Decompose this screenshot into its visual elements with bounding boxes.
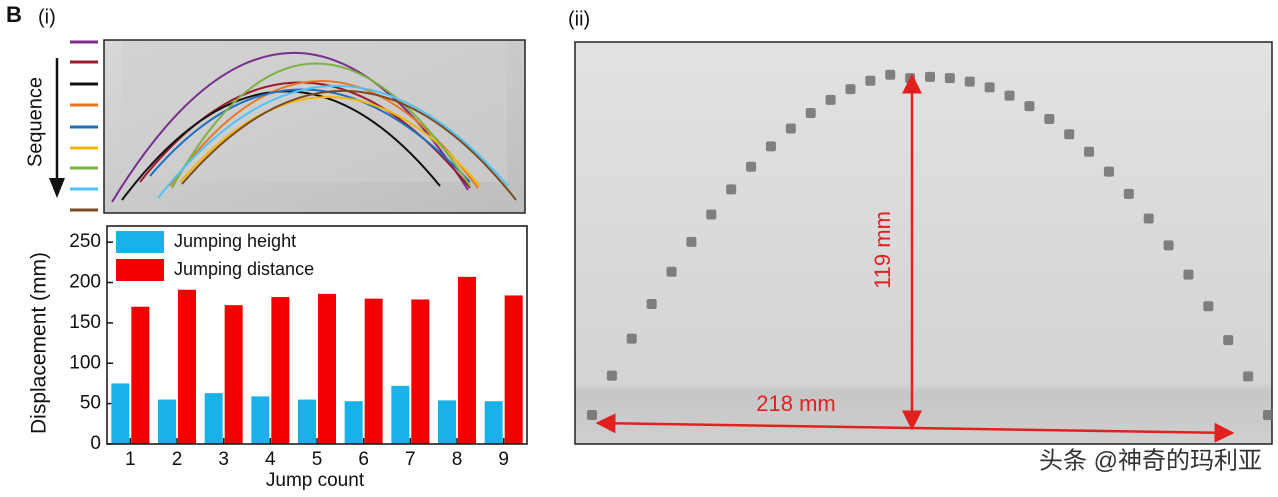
- watermark: 头条 @神奇的玛利亚: [1039, 447, 1262, 474]
- robot-dot: [746, 161, 757, 172]
- x-tick-label: 9: [498, 449, 509, 470]
- photo-ii: [574, 41, 1273, 445]
- y-tick-label: 250: [69, 231, 101, 252]
- x-tick-label: 2: [172, 449, 183, 470]
- robot-dot: [1123, 188, 1134, 199]
- bar: [318, 293, 336, 444]
- robot-dot: [785, 123, 796, 134]
- robot-dot: [765, 141, 776, 152]
- robot-dot: [944, 73, 955, 84]
- plot-frame: [106, 225, 528, 445]
- robot-dot: [885, 69, 896, 80]
- robot-dot: [1243, 371, 1254, 382]
- y-axis-label: Displacement (mm): [28, 252, 51, 434]
- bar-chart: 0 50 100 150 200 250 1 2 3 4 5 6 7 8 9 Jump count Displa…: [28, 225, 528, 491]
- bar: [438, 400, 456, 444]
- robot-dot: [1143, 213, 1154, 224]
- robot-dot: [587, 410, 597, 420]
- bar: [391, 385, 410, 444]
- robot-dot: [1263, 410, 1273, 420]
- legend-label: Jumping distance: [174, 259, 314, 279]
- legend-label: Jumping height: [174, 231, 296, 251]
- bar: [224, 305, 243, 444]
- robot-dot: [1183, 269, 1194, 280]
- legend-swatch: [116, 259, 164, 281]
- bar: [298, 399, 316, 444]
- x-tick-label: 8: [452, 449, 463, 470]
- bar: [411, 299, 430, 444]
- x-tick-label: 5: [312, 449, 323, 470]
- distance-arrow: [595, 413, 1235, 443]
- robot-dot: [845, 84, 856, 95]
- robot-dot: [626, 333, 637, 344]
- x-tick-label: 7: [405, 449, 416, 470]
- robot-dot: [865, 75, 876, 86]
- bar: [251, 396, 270, 444]
- y-tick-label: 50: [80, 393, 101, 414]
- sub-label: (ii): [568, 8, 590, 30]
- bar: [111, 383, 130, 444]
- bar: [504, 295, 523, 444]
- photo-i: [103, 39, 526, 214]
- robot-dot: [925, 71, 935, 82]
- y-tick-label: 150: [69, 312, 101, 333]
- robot-dot: [606, 370, 617, 381]
- sequence-label: Sequence: [24, 77, 46, 167]
- robot-dot: [1024, 101, 1035, 112]
- robot-dot: [686, 236, 697, 247]
- sequence-key: [49, 40, 98, 212]
- bar: [204, 393, 223, 444]
- x-tick-label: 1: [125, 449, 136, 470]
- robot-dot: [666, 266, 677, 277]
- robot-dot: [1163, 240, 1174, 251]
- robot-dot: [1004, 90, 1015, 101]
- x-axis-label: Jump count: [266, 470, 365, 491]
- robot-dot: [1203, 301, 1214, 312]
- robot-dot: [825, 94, 836, 105]
- robot-dot: [646, 298, 657, 309]
- robot-dot: [964, 76, 975, 87]
- bar: [178, 289, 196, 444]
- x-tick-label: 6: [358, 449, 369, 470]
- bar: [131, 306, 150, 444]
- robot-dot: [1084, 146, 1095, 157]
- robot-dot: [1103, 166, 1114, 177]
- robot-dot: [706, 209, 717, 220]
- bar: [364, 298, 383, 444]
- y-tick-label: 200: [69, 272, 101, 293]
- robot-dot: [726, 184, 737, 195]
- legend-swatch: [116, 231, 164, 253]
- bar: [271, 297, 290, 444]
- panel-label: B: [6, 2, 22, 27]
- robot-dot: [905, 73, 916, 84]
- bar: [484, 401, 503, 444]
- y-tick-label: 0: [90, 433, 101, 454]
- robot-dot: [1064, 129, 1075, 140]
- distance-annotation: 218 mm: [756, 391, 835, 416]
- robot-dot: [984, 82, 995, 93]
- robot-dot: [1223, 335, 1234, 346]
- y-tick-label: 100: [69, 352, 101, 373]
- robot-dot: [805, 107, 816, 118]
- height-annotation: 119 mm: [870, 211, 895, 289]
- bar: [344, 401, 363, 444]
- bar: [158, 399, 176, 444]
- robot-dot: [1044, 114, 1055, 125]
- x-tick-label: 4: [265, 449, 276, 470]
- x-tick-label: 3: [218, 449, 229, 470]
- sub-label: (i): [38, 6, 56, 28]
- bar: [458, 276, 476, 444]
